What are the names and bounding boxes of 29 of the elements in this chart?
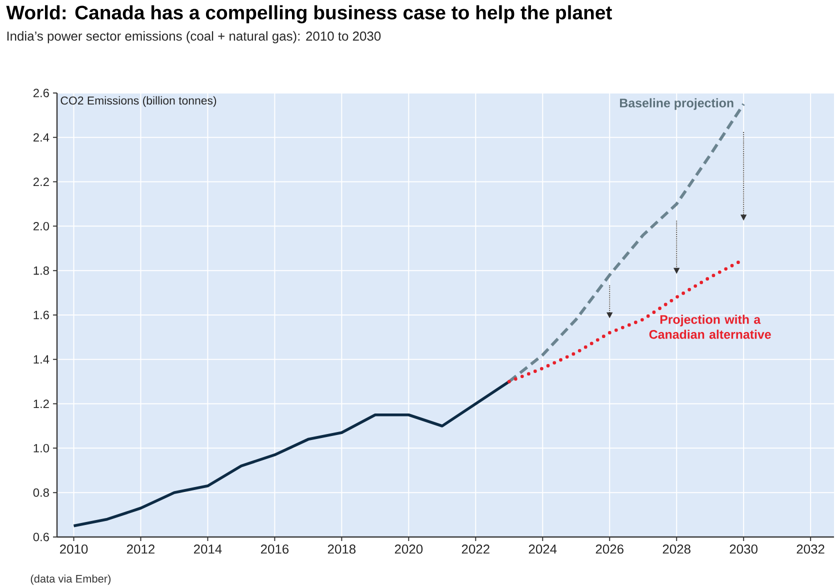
x-tick-label: 2010 <box>60 544 88 554</box>
x-tick-label: 2012 <box>126 544 154 554</box>
x-tick-label: 2026 <box>596 544 624 554</box>
x-tick-label: 2022 <box>462 544 490 554</box>
y-tick-label: 2.2 <box>33 178 49 186</box>
y-tick-label: 2.4 <box>33 133 50 142</box>
chart-subtitle: India’s power sector emissions (coal + natural gas): 2010 to 2030 <box>7 31 381 44</box>
y-tick-label: 1.2 <box>34 400 49 408</box>
y-tick-label: 0.6 <box>33 532 49 542</box>
x-tick-label: 2032 <box>796 544 824 554</box>
y-tick-label: 2.0 <box>33 222 50 230</box>
text: (data via Ember) <box>30 574 111 585</box>
x-tick-label: 2018 <box>328 544 356 554</box>
y-tick-label: 2.6 <box>33 88 49 98</box>
y-tick-label: 1.0 <box>34 444 50 452</box>
y-tick-label: 1.8 <box>34 266 49 275</box>
series-label: Projection with a Canadian alternative <box>649 314 771 339</box>
y-tick-label: 1.4 <box>34 355 50 364</box>
x-tick-label: 2024 <box>528 544 557 554</box>
series-label: Baseline projection <box>620 98 734 110</box>
x-tick-label: 2020 <box>394 544 423 554</box>
y-tick-label: 1.6 <box>34 310 49 320</box>
x-tick-label: 2016 <box>260 544 289 554</box>
x-tick-label: 2014 <box>194 544 222 554</box>
chart-title: World: Canada has a compelling business case to help the planet <box>6 5 612 24</box>
x-tick-label: 2028 <box>662 544 690 554</box>
y-tick-label: 0.8 <box>33 488 49 497</box>
y-axis-title: CO2 Emissions (billion tonnes) <box>60 96 216 107</box>
x-tick-label: 2030 <box>730 544 758 554</box>
